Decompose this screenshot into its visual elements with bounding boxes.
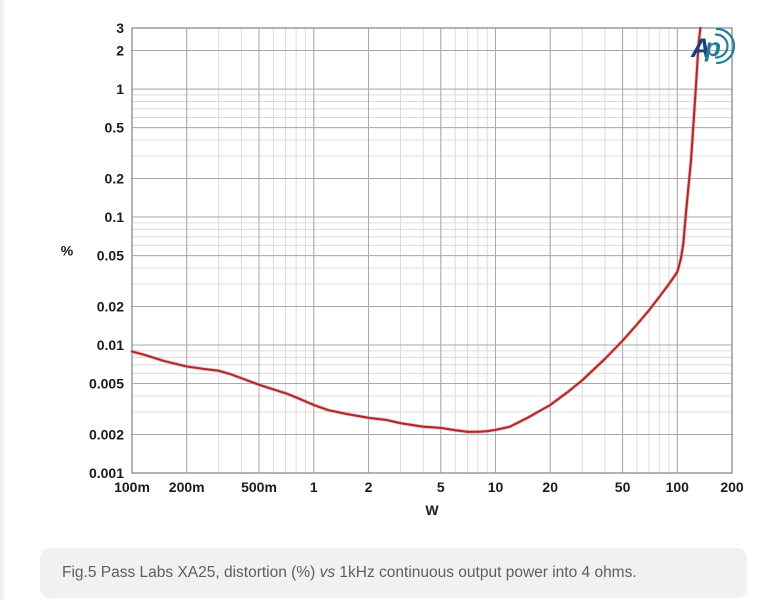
y-tick-label: 0.001 [89, 465, 124, 481]
y-tick-label: 0.005 [89, 376, 124, 392]
x-axis-unit-label: W [425, 502, 439, 518]
distortion-vs-power-chart: Ap 100m 200m 500m 1 2 5 10 20 50 100 200 3 2 1 0.5 0.2 0.… [61, 20, 744, 518]
x-tick-label: 200m [169, 479, 205, 495]
grid-minor [131, 27, 733, 474]
x-tick-label: 2 [365, 479, 373, 495]
x-tick-label: 100m [114, 479, 150, 495]
y-tick-label: 0.02 [97, 299, 124, 315]
caption-prefix: Fig.5 Pass Labs XA25, distortion (%) [62, 564, 320, 581]
y-tick-label: 0.05 [97, 248, 124, 264]
figure-caption-text: Fig.5 Pass Labs XA25, distortion (%) vs … [62, 564, 637, 582]
plot-frame [131, 27, 733, 474]
y-tick-label: 0.01 [97, 337, 124, 353]
caption-suffix: 1kHz continuous output power into 4 ohms… [335, 564, 637, 581]
page-edge-strip [0, 0, 5, 600]
ap-logo-inner-arc-icon [714, 33, 729, 59]
axis-labels: 100m 200m 500m 1 2 5 10 20 50 100 200 3 2 1 0.5 0.2 0.1 0… [61, 20, 744, 518]
ap-logo-a-icon: A [690, 33, 711, 63]
x-tick-label: 500m [241, 479, 277, 495]
x-tick-label: 5 [437, 479, 445, 495]
y-tick-label: 2 [116, 43, 124, 59]
y-tick-label: 0.2 [105, 171, 125, 187]
y-axis-unit-label: % [61, 243, 74, 259]
y-tick-label: 0.1 [105, 209, 125, 225]
figure-caption-box: Fig.5 Pass Labs XA25, distortion (%) vs … [40, 548, 747, 598]
x-tick-label: 1 [310, 479, 318, 495]
ap-logo-outer-arc-icon [715, 27, 736, 65]
x-tick-label: 20 [542, 479, 558, 495]
x-tick-label: 50 [615, 479, 631, 495]
y-tick-label: 3 [116, 20, 124, 36]
ap-logo-p-icon: p [704, 32, 721, 62]
x-tick-label: 100 [666, 479, 690, 495]
y-tick-label: 1 [116, 81, 124, 97]
distortion-curve [130, 26, 702, 433]
x-tick-label: 10 [488, 479, 504, 495]
y-tick-label: 0.5 [105, 120, 125, 136]
x-tick-label: 200 [720, 479, 744, 495]
audio-precision-logo: Ap [690, 27, 736, 65]
y-tick-label: 0.002 [89, 427, 124, 443]
caption-vs-italic: vs [319, 564, 336, 581]
